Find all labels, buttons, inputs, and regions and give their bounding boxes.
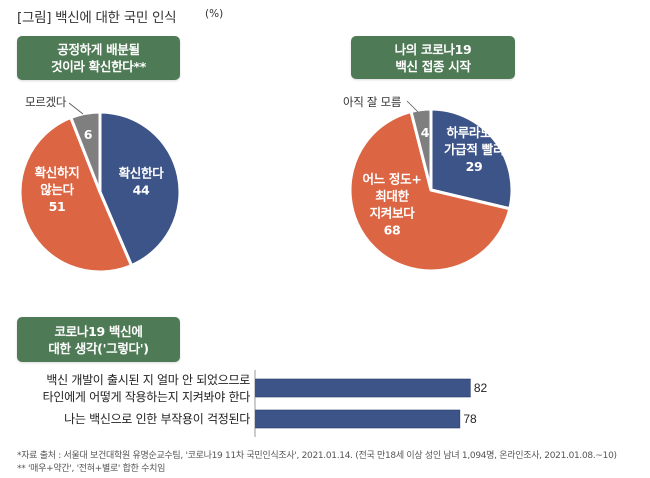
pie-slice (429, 107, 514, 211)
pie-slice-label: 확신하지 (35, 165, 80, 180)
pie-slice-label: 않는다 (40, 182, 74, 197)
footnote-note: ** '매우+약간', '전혀+별로' 합한 수치임 (17, 464, 166, 474)
bar-chart: 82 78 (254, 370, 488, 437)
pie2-title-line2: 백신 접종 시작 (395, 58, 471, 74)
bar-title-box: 코로나19 백신에 대한 생각('그렇다') (17, 317, 180, 362)
callout-leader-line (406, 100, 419, 113)
pie-slice-label: 확신한다 (119, 166, 165, 181)
pie2-title-box: 나의 코로나19 백신 접종 시작 (351, 36, 515, 79)
pie-callout-label: 모르겠다 (25, 95, 67, 109)
pie-slice-label: 하루라도+ (447, 125, 502, 140)
bar (255, 378, 471, 398)
bar-category-label-1-line2: 타인에게 어떻게 작용하는지 지켜봐야 한다 (42, 390, 251, 404)
pie-slice (409, 107, 433, 192)
pie-slice (98, 110, 182, 268)
pie-slice-label: 지켜보다 (370, 206, 416, 221)
unit-label: (%) (205, 8, 224, 20)
pie-value-label: 51 (49, 199, 66, 214)
pie-value-label: 6 (84, 127, 93, 142)
bar-title-line1: 코로나19 백신에 (54, 323, 143, 339)
pie-slice-label: 최대한 (375, 189, 409, 204)
bar-title-line2: 대한 생각('그렇다') (48, 340, 149, 356)
callout-leader-line (68, 102, 84, 115)
pie-value-label: 4 (421, 125, 430, 140)
pie1-title-line1: 공정하게 배분될 (57, 42, 140, 57)
bar (255, 409, 461, 429)
pie-slice (18, 116, 133, 274)
pie2-title-line1: 나의 코로나19 (394, 41, 472, 57)
pie-slice (348, 109, 512, 273)
pie-slice-label: 어느 정도+ (362, 172, 421, 187)
figure-title: [그림] 백신에 대한 국민 인식 (17, 10, 177, 26)
footnote-source: *자료 출처 : 서울대 보건대학원 유명순교수팀, '코로나19 11차 국민… (17, 451, 617, 461)
pie-slice (69, 110, 102, 194)
pie-slice-label: 가급적 빨리 (444, 142, 504, 157)
bar-value-label: 78 (463, 412, 477, 426)
bar-value-label: 82 (474, 381, 488, 395)
pie-value-label: 44 (133, 183, 150, 198)
pie-value-label: 29 (466, 159, 483, 174)
bar-category-label-2: 나는 백신으로 인한 부작용이 걱정된다 (64, 411, 250, 428)
bar-category-label-1: 백신 개발이 출시된 지 얼마 안 되었으므로 타인에게 어떻게 작용하는지 지… (42, 372, 251, 406)
pie-value-label: 68 (384, 223, 401, 238)
pie-callout-label: 아직 잘 모름 (343, 95, 401, 109)
pie1-title-line2: 것이라 확신한다** (51, 59, 146, 74)
pie1-title-box: 공정하게 배분될 것이라 확신한다** (17, 36, 180, 80)
bar-category-label-2-line1: 나는 백신으로 인한 부작용이 걱정된다 (64, 412, 250, 426)
bar-category-label-1-line1: 백신 개발이 출시된 지 얼마 안 되었으므로 (46, 373, 250, 387)
